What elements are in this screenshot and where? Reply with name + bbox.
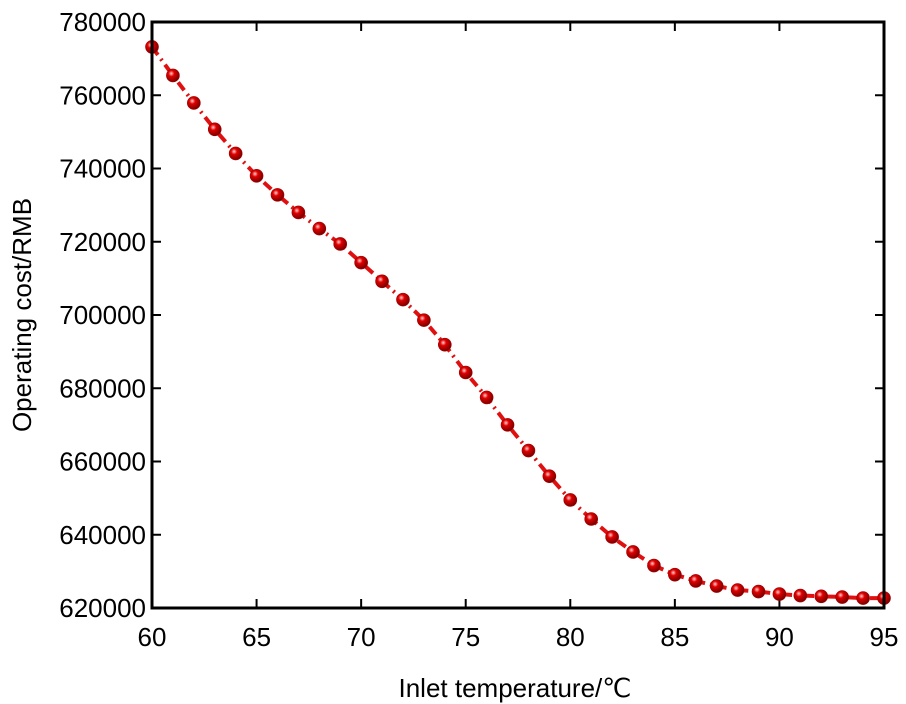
data-point-23	[626, 545, 640, 559]
y-tick-label-4: 700000	[59, 300, 146, 330]
data-point-11	[375, 274, 389, 289]
data-point-16	[479, 390, 494, 405]
tick-labels: 60 65 70 75 80 85 90 95 620000 640000 660000 680000…	[59, 7, 898, 652]
data-point-9	[333, 237, 348, 251]
data-point-4	[228, 146, 243, 161]
y-tick-label-7: 760000	[59, 80, 146, 110]
data-point-25	[668, 567, 682, 582]
x-tick-label-1: 65	[242, 622, 271, 652]
y-tick-label-2: 660000	[59, 447, 146, 477]
data-point-7	[291, 205, 306, 220]
data-point-34	[856, 591, 870, 605]
series-layer	[150, 45, 884, 601]
y-tick-label-5: 720000	[59, 227, 146, 257]
axes	[151, 21, 885, 609]
data-point-27	[709, 579, 724, 593]
data-point-17	[500, 418, 515, 432]
data-point-13	[417, 313, 431, 327]
data-point-5	[249, 169, 264, 183]
x-tick-label-6: 90	[765, 622, 794, 652]
data-point-1	[166, 68, 180, 83]
data-point-10	[354, 255, 368, 270]
data-point-2	[187, 96, 201, 110]
y-tick-label-6: 740000	[59, 154, 146, 184]
data-point-19	[542, 469, 557, 483]
data-point-8	[312, 221, 327, 236]
data-point-3	[207, 122, 222, 137]
data-point-21	[584, 512, 599, 526]
x-axis-title: Inlet temperature/℃	[399, 673, 632, 703]
x-tick-label-2: 70	[347, 622, 376, 652]
data-point-22	[605, 530, 619, 544]
series-line-0	[150, 45, 884, 601]
x-tick-label-5: 85	[660, 622, 689, 652]
plot-frame	[150, 20, 886, 610]
y-tick-label-0: 620000	[59, 593, 146, 623]
data-point-29	[751, 584, 766, 599]
data-point-24	[647, 558, 661, 573]
x-tick-label-0: 60	[138, 622, 167, 652]
y-tick-label-8: 780000	[59, 7, 146, 37]
data-point-6	[270, 188, 285, 202]
data-point-28	[730, 583, 745, 597]
data-point-18	[521, 443, 536, 458]
data-point-31	[793, 588, 808, 603]
data-point-20	[563, 493, 578, 507]
data-point-26	[688, 574, 703, 588]
data-point-32	[814, 589, 829, 604]
y-tick-label-3: 680000	[59, 373, 146, 403]
x-tick-label-3: 75	[451, 622, 480, 652]
data-point-15	[458, 365, 473, 380]
y-axis-title: Operating cost/RMB	[7, 198, 37, 432]
marker-layer	[145, 40, 891, 605]
data-point-14	[437, 337, 452, 352]
y-tick-label-1: 640000	[59, 520, 146, 550]
x-tick-label-4: 80	[556, 622, 585, 652]
x-tick-label-7: 95	[870, 622, 899, 652]
data-point-30	[772, 587, 787, 601]
data-point-12	[396, 292, 410, 307]
data-point-33	[835, 590, 849, 604]
